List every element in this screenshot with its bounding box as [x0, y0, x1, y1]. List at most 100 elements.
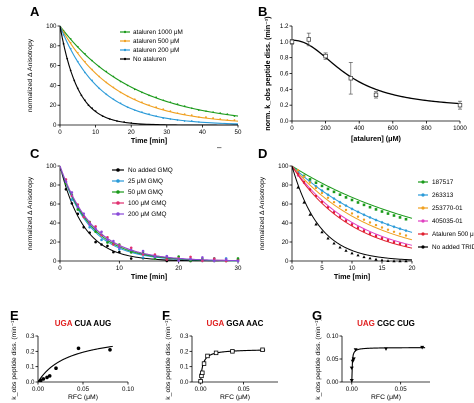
y-tick-label: 0.05	[326, 356, 339, 363]
x-tick-label: 0.00	[32, 386, 45, 393]
y-axis-label: k_obs peptide diss. (min⁻¹)	[11, 318, 18, 399]
fit-curve	[37, 345, 113, 383]
data-point	[197, 116, 200, 118]
data-point	[349, 379, 354, 383]
y-tick-label: 0.2	[180, 348, 189, 355]
legend-marker	[116, 190, 120, 194]
data-point	[362, 213, 366, 217]
y-tick-label: 80	[50, 43, 57, 50]
data-point	[190, 114, 193, 116]
fit-curve	[200, 349, 266, 383]
y-tick-label: 60	[50, 201, 57, 208]
data-point	[344, 219, 348, 223]
data-point	[94, 225, 97, 228]
data-point	[338, 245, 342, 249]
data-point	[94, 227, 97, 231]
legend-marker	[123, 30, 127, 34]
data-point	[94, 240, 97, 244]
legend-label: Ataluren 500 μM	[432, 231, 474, 238]
data-point	[260, 347, 265, 352]
data-point	[112, 239, 115, 243]
data-point	[332, 190, 336, 194]
data-point	[380, 258, 384, 262]
data-point	[130, 122, 133, 124]
x-tick-label: 600	[388, 125, 399, 132]
y-tick-label: 0	[53, 258, 57, 265]
y-tick-label: 0.0	[180, 379, 189, 386]
data-point	[398, 259, 402, 263]
data-point	[82, 212, 86, 215]
data-point	[112, 98, 115, 101]
data-point	[148, 113, 150, 116]
data-point	[289, 39, 295, 44]
data-point	[105, 70, 108, 73]
data-point	[100, 230, 103, 234]
fit-curve	[291, 165, 413, 246]
data-point	[98, 65, 101, 68]
x-tick-label: 0	[58, 265, 62, 272]
data-point	[84, 52, 86, 55]
data-point	[386, 228, 390, 231]
x-axis-label: RFC (μM)	[68, 394, 98, 401]
data-point	[112, 86, 115, 89]
legend-marker	[421, 206, 425, 210]
data-point	[302, 175, 306, 178]
legend-label: ataluren 200 μM	[133, 47, 179, 54]
data-point	[320, 191, 324, 195]
data-point	[38, 378, 43, 383]
data-point	[420, 345, 425, 350]
data-point	[338, 200, 342, 204]
data-point	[64, 180, 68, 183]
legend-marker	[116, 168, 120, 172]
data-point	[392, 225, 396, 229]
data-point	[47, 374, 52, 378]
data-point	[226, 113, 229, 116]
data-point	[106, 238, 109, 241]
data-point	[213, 350, 219, 356]
data-point	[398, 227, 402, 231]
data-point	[348, 76, 353, 81]
codon-title: UGA CUA AUG	[55, 319, 111, 328]
data-point	[98, 75, 101, 78]
x-tick-label: 15	[379, 265, 386, 272]
data-point	[129, 248, 133, 252]
panel-b-chart: 0 200 400 600 800 1000 0.0 0.2 0.4 0.6 0.8 1.0 1.2 [a…	[263, 16, 467, 143]
legend-marker	[421, 232, 425, 236]
y-tick-label: 0.1	[180, 364, 189, 371]
panel-letter-d: D	[258, 146, 267, 161]
data-point	[183, 105, 186, 108]
data-point	[374, 208, 378, 211]
data-point	[91, 107, 93, 110]
y-tick-label: 0.6	[280, 71, 289, 78]
data-point	[380, 226, 384, 229]
data-point	[76, 87, 79, 90]
data-point	[386, 259, 390, 263]
data-point	[100, 238, 103, 242]
data-point	[338, 215, 342, 219]
panel-e-chart: 0.00 0.05 0.10 0.0 0.1 0.2 0.3 RFC (μM) k_obs pe…	[11, 318, 135, 401]
panel-c-chart: 0 10 20 30 0 20 40 60 80 100 Time [min] normalized …	[27, 163, 242, 281]
y-tick-label: 60	[282, 201, 289, 208]
codon-context: GGA AAC	[224, 319, 264, 328]
legend-label: 253770-01	[432, 205, 463, 212]
y-tick-label: 1.0	[280, 39, 289, 46]
data-point	[165, 258, 169, 261]
data-point	[374, 223, 378, 227]
data-point	[356, 201, 360, 204]
data-point	[162, 117, 165, 119]
legend-marker	[421, 193, 425, 197]
data-point	[368, 205, 372, 209]
data-point	[119, 80, 122, 83]
data-point	[76, 51, 79, 54]
y-tick-label: 40	[50, 220, 57, 227]
data-point	[368, 232, 372, 235]
data-point	[116, 120, 118, 122]
data-point	[91, 59, 93, 62]
data-point	[392, 214, 396, 217]
codon-title: UAG CGC CUG	[357, 319, 415, 328]
data-point	[123, 121, 125, 123]
data-point	[362, 255, 366, 259]
panel-letter-a: A	[30, 4, 40, 19]
data-point	[69, 69, 72, 72]
